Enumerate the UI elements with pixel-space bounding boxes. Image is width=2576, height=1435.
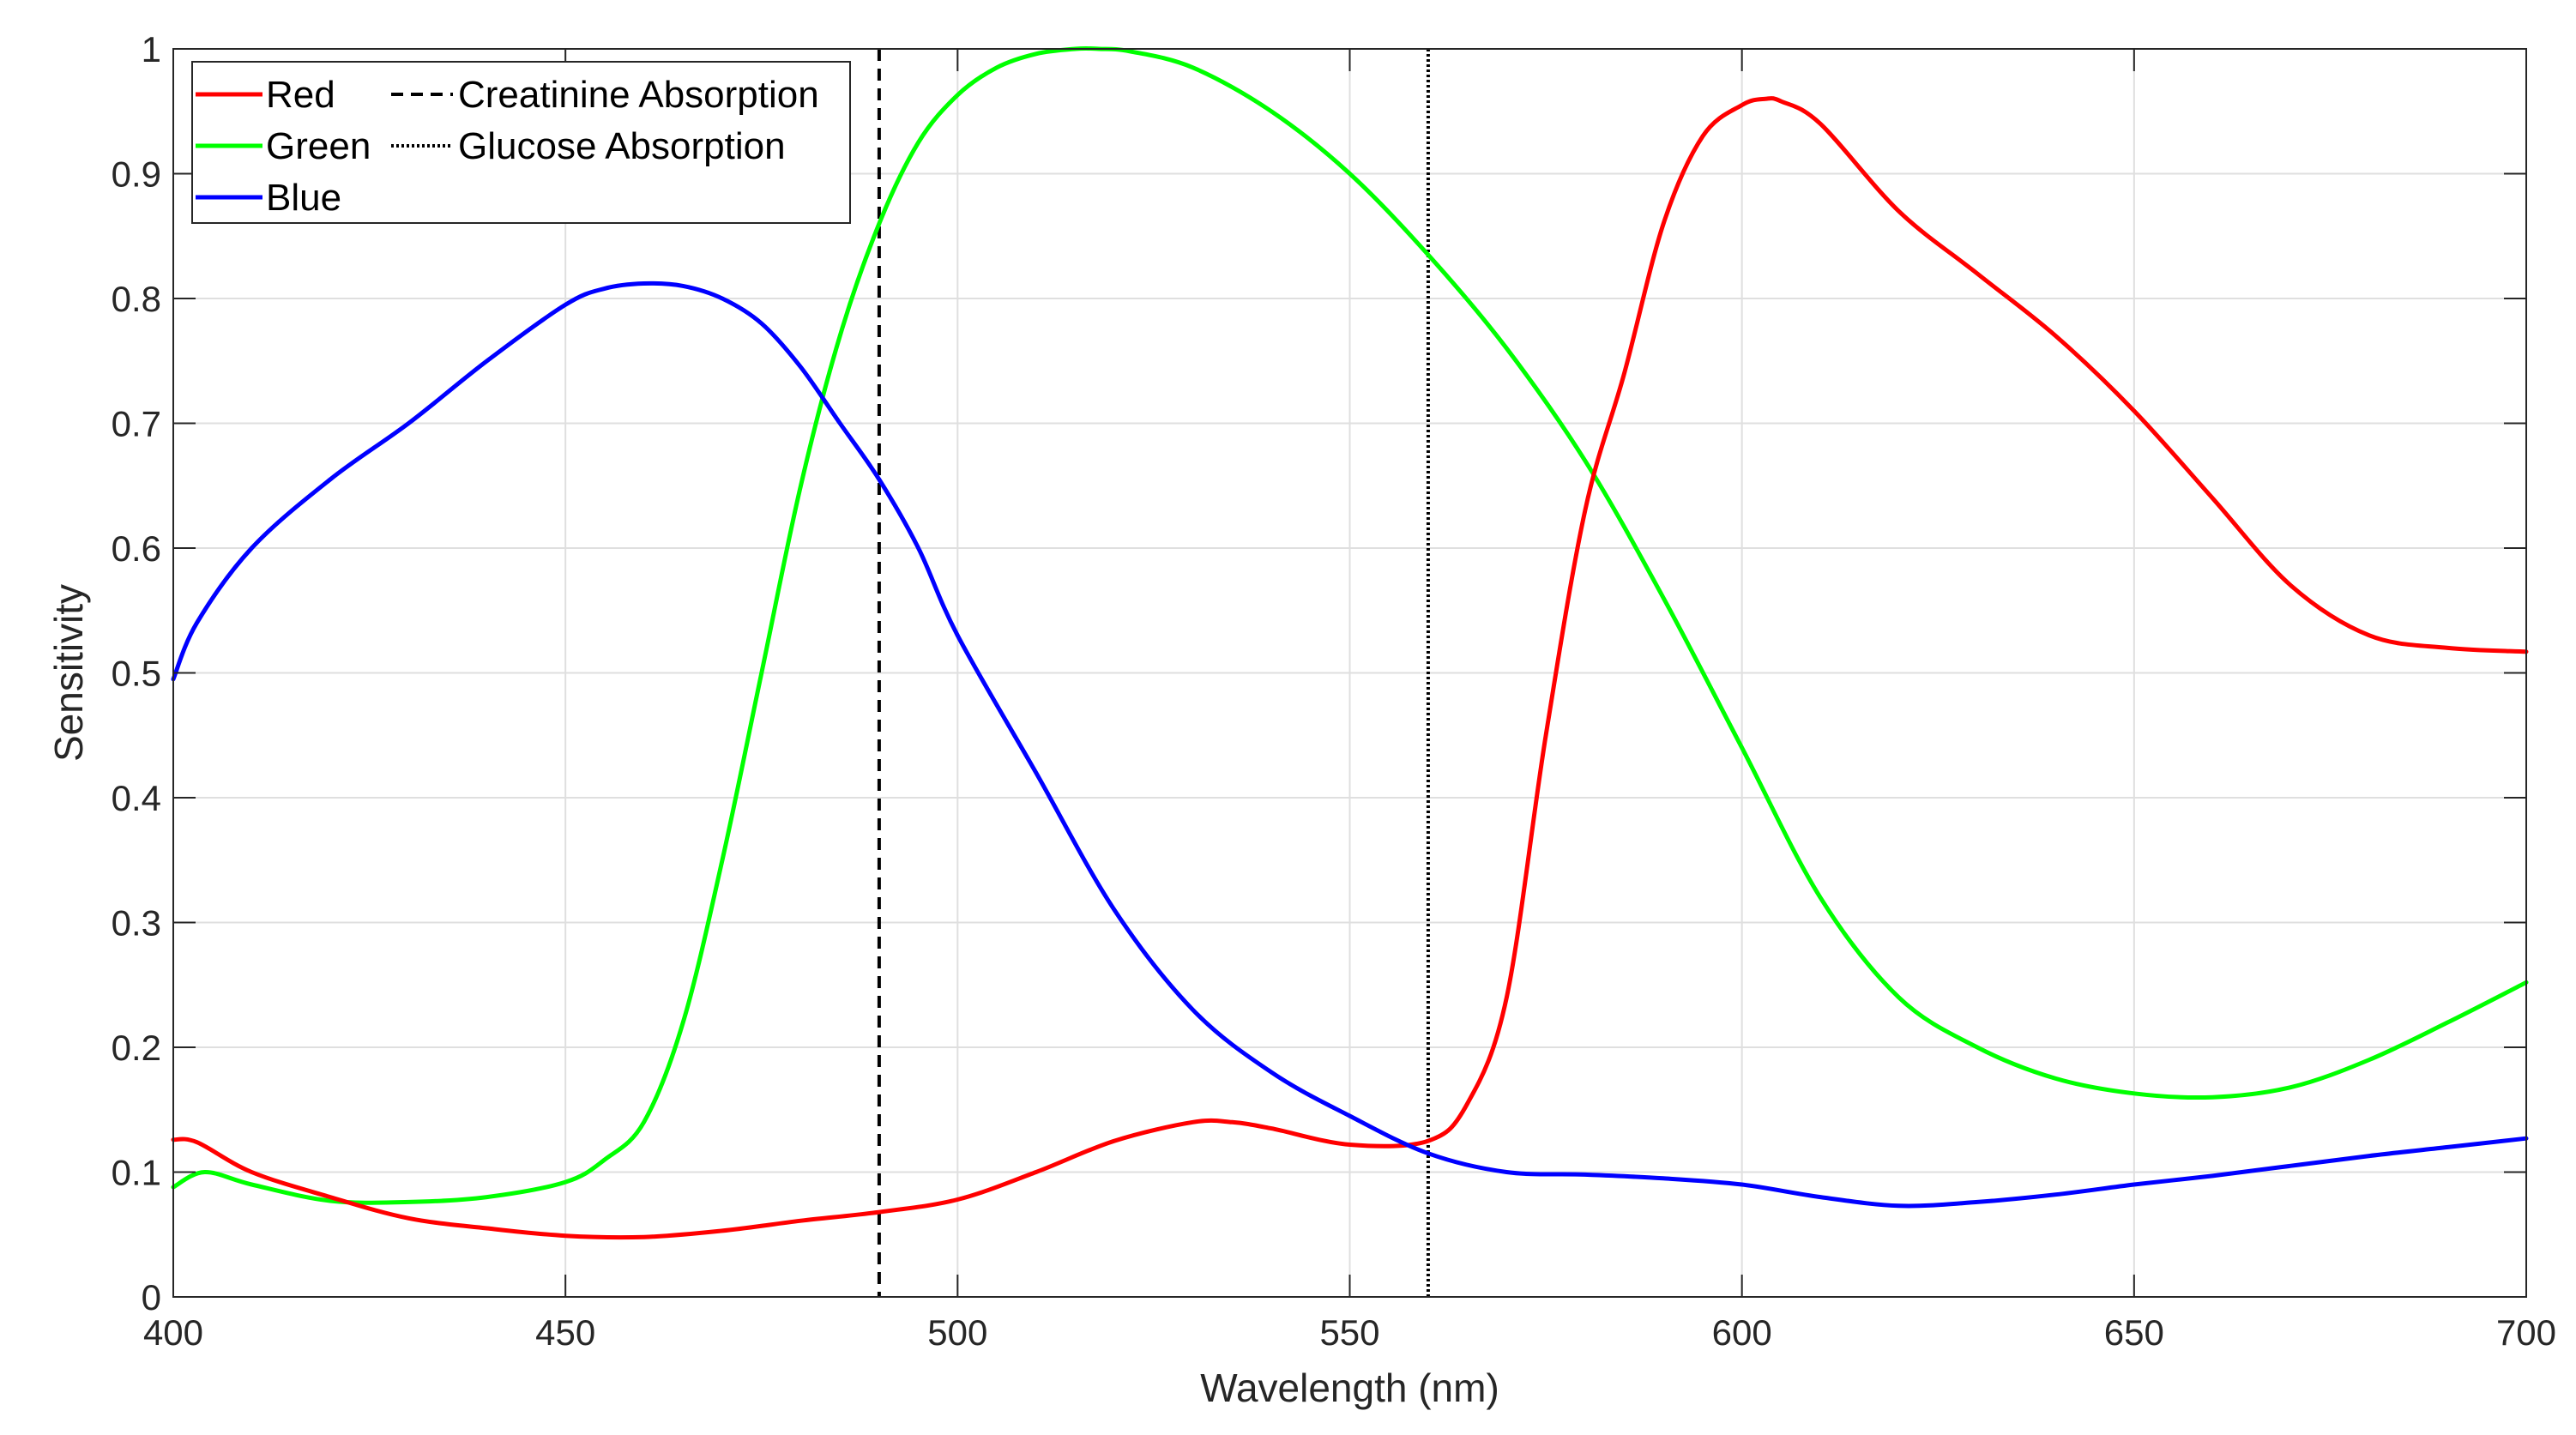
x-tick-label: 700: [2496, 1312, 2556, 1353]
y-tick-label: 0.5: [112, 654, 161, 694]
y-tick-label: 0.8: [112, 279, 161, 319]
y-tick-label: 0.4: [112, 778, 161, 818]
axis-ticks: [172, 48, 2527, 1298]
y-tick-label: 1: [142, 29, 161, 69]
y-tick-label: 0.7: [112, 404, 161, 444]
x-tick-label: 650: [2104, 1312, 2164, 1353]
y-axis-label: Sensitivity: [46, 584, 91, 762]
legend-label-creatinine: Creatinine Absorption: [458, 74, 819, 116]
x-tick-label: 400: [143, 1312, 203, 1353]
legend-box: [191, 61, 851, 224]
series-line-blue: [171, 280, 2529, 1209]
y-tick-label: 0.1: [112, 1153, 161, 1193]
legend-label-green: Green: [266, 125, 371, 167]
x-tick-label: 550: [1319, 1312, 1379, 1353]
x-tick-label: 450: [535, 1312, 595, 1353]
legend-label-glucose: Glucose Absorption: [458, 125, 786, 167]
x-tick-label: 500: [927, 1312, 987, 1353]
legend: Red Green Blue Creatinine Absorption Glu…: [191, 61, 851, 224]
y-tick-label: 0.3: [112, 903, 161, 944]
x-tick-label: 600: [1712, 1312, 1772, 1353]
x-axis-label: Wavelength (nm): [1200, 1366, 1499, 1410]
y-tick-label: 0.6: [112, 528, 161, 569]
legend-label-red: Red: [266, 74, 335, 116]
legend-label-blue: Blue: [266, 177, 341, 219]
y-tick-label: 0.2: [112, 1028, 161, 1068]
tick-labels: 400 450 500 550 600 650 700 0 0.1 0.2 0.3 0.4 0.5 0.6…: [112, 29, 2556, 1353]
y-tick-label: 0: [142, 1277, 161, 1317]
y-tick-label: 0.9: [112, 154, 161, 195]
series-line-red: [171, 96, 2529, 1240]
